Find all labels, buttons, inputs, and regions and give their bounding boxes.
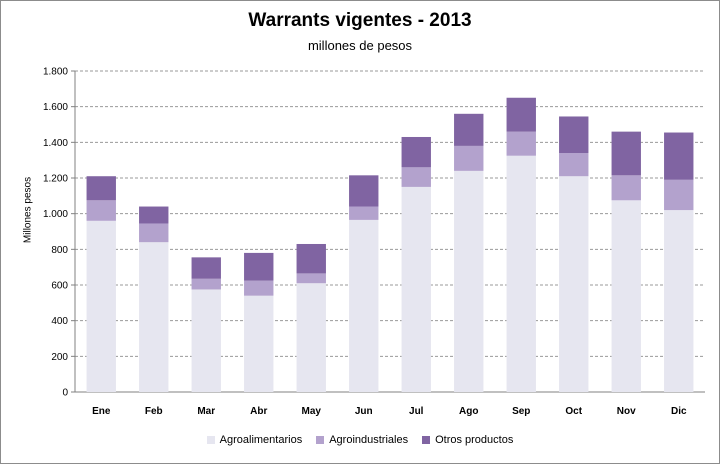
bar-segment (139, 206, 169, 224)
x-tick-label: Ago (459, 406, 478, 417)
y-tick-label: 0 (62, 388, 68, 399)
bar-segment (349, 175, 379, 207)
bar-segment (296, 273, 326, 284)
y-tick-label: 400 (51, 316, 68, 327)
bar-segment (349, 219, 379, 392)
x-tick-label: Jul (409, 406, 424, 417)
bar-segment (86, 176, 116, 201)
bar-segment (559, 153, 589, 177)
bar-segment (296, 243, 326, 274)
legend-swatch (422, 436, 431, 444)
legend-label: Agroindustriales (329, 434, 409, 446)
bar-segment (559, 116, 589, 154)
legend-swatch (206, 436, 215, 444)
x-tick-label: Feb (145, 406, 163, 417)
bar-segment (506, 97, 536, 132)
bar-segment (349, 206, 379, 220)
chart-subtitle: millones de pesos (307, 38, 413, 53)
bar-segment (401, 186, 431, 392)
x-tick-label: Jun (355, 406, 373, 417)
x-tick-label: Mar (197, 406, 215, 417)
legend-swatch (316, 436, 325, 444)
legend: Agroalimentarios Agroindustriales Otros pr… (0, 434, 720, 446)
bar-segment (139, 242, 169, 392)
x-tick-label: Nov (617, 406, 636, 417)
y-tick-label: 200 (51, 352, 68, 363)
y-tick-label: 1.200 (43, 174, 68, 185)
x-tick-label: Ene (92, 406, 111, 417)
bar-segment (664, 132, 694, 180)
bar-segment (664, 179, 694, 211)
bar-segment (139, 223, 169, 243)
bar-segment (454, 145, 484, 171)
x-tick-label: Sep (512, 406, 530, 417)
y-tick-label: 600 (51, 281, 68, 292)
y-tick-label: 1.600 (43, 102, 68, 113)
bar-segment (296, 283, 326, 392)
y-tick-label: 800 (51, 245, 68, 256)
y-tick-label: 1.400 (43, 138, 68, 149)
bar-segment (611, 131, 641, 176)
bar-segment (611, 200, 641, 392)
chart-title: Warrants vigentes - 2013 (248, 10, 472, 31)
x-tick-label: Dic (671, 406, 687, 417)
bar-segment (191, 278, 221, 290)
bar-segment (244, 295, 274, 392)
bar-segment (244, 252, 274, 281)
bar-segment (191, 257, 221, 279)
bar-segment (454, 170, 484, 392)
x-tick-label: Abr (250, 406, 267, 417)
x-tick-label: May (302, 406, 322, 417)
legend-item: Otros productos (422, 434, 513, 446)
bar-segment (506, 131, 536, 156)
bar-segment (244, 280, 274, 296)
y-tick-label: 1.000 (43, 209, 68, 220)
legend-label: Agroalimentarios (219, 434, 303, 446)
bar-segment (86, 220, 116, 392)
bar-segment (191, 289, 221, 392)
bar-segment (559, 176, 589, 392)
bar-segment (506, 155, 536, 392)
bar-segment (664, 210, 694, 392)
legend-item: Agroalimentarios (206, 434, 303, 446)
y-tick-label: 1.800 (43, 67, 68, 78)
legend-label: Otros productos (435, 434, 514, 446)
bar-segment (86, 200, 116, 221)
x-tick-label: Oct (565, 406, 582, 417)
bar-segment (454, 113, 484, 146)
bar-segment (611, 175, 641, 201)
legend-item: Agroindustriales (316, 434, 408, 446)
bar-segment (401, 136, 431, 168)
bar-segment (401, 167, 431, 187)
